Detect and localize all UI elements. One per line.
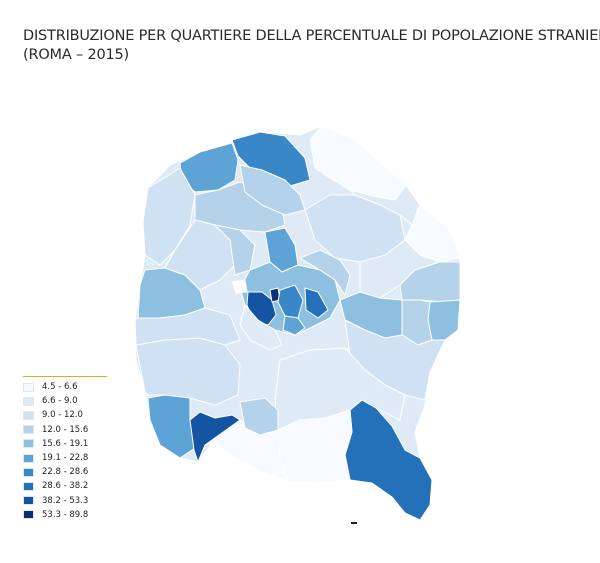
legend-item: 28.6 - 38.2	[23, 479, 113, 493]
map-region-north-top[interactable]	[231, 131, 311, 187]
legend-label: 22.8 - 28.6	[42, 467, 89, 478]
legend-swatch	[23, 439, 34, 449]
map-region-centre-hole[interactable]	[231, 279, 248, 294]
legend-label: 9.0 - 12.0	[42, 410, 83, 421]
map-region-west-outer[interactable]	[135, 337, 241, 406]
map-region-south-west-coast[interactable]	[147, 394, 196, 459]
legend-item: 38.2 - 53.3	[23, 494, 113, 508]
legend-swatch	[23, 453, 34, 463]
legend-swatch	[23, 481, 34, 491]
legend-label: 6.6 - 9.0	[42, 396, 78, 407]
map-region-ostia-west[interactable]	[189, 411, 241, 463]
legend-item: 22.8 - 28.6	[23, 465, 113, 479]
legend-swatch	[23, 396, 34, 406]
title-line-2: (ROMA – 2015)	[23, 47, 130, 63]
map-region-centre-sw[interactable]	[239, 304, 283, 351]
legend-item: 9.0 - 12.0	[23, 408, 113, 422]
map-region-north-west-inner[interactable]	[164, 219, 236, 291]
legend-swatch	[23, 425, 34, 435]
legend-label: 15.6 - 19.1	[42, 438, 89, 449]
map-region-south-central[interactable]	[274, 347, 406, 431]
legend-rule	[23, 376, 107, 377]
legend-label: 53.3 - 89.8	[42, 509, 89, 520]
map-region-centre-south[interactable]	[282, 315, 306, 336]
map-scale-mark	[351, 522, 357, 524]
map-title: DISTRIBUZIONE PER QUARTIERE DELLA PERCEN…	[23, 27, 600, 65]
legend-swatch	[23, 382, 34, 392]
legend-swatch	[23, 467, 34, 477]
legend-swatch	[23, 410, 34, 420]
map-region-centre-ring-2[interactable]	[299, 249, 351, 296]
legend-item: 19.1 - 22.8	[23, 451, 113, 465]
map-legend: 4.5 - 6.6 6.6 - 9.0 9.0 - 12.0 12.0 - 15.6 1…	[23, 376, 113, 522]
legend-label: 19.1 - 22.8	[42, 453, 89, 464]
map-region-centre-east[interactable]	[304, 287, 329, 319]
legend-item: 53.3 - 89.8	[23, 508, 113, 522]
legend-label: 38.2 - 53.3	[42, 495, 89, 506]
legend-item: 4.5 - 6.6	[23, 380, 113, 394]
legend-item: 6.6 - 9.0	[23, 394, 113, 408]
legend-swatch	[23, 510, 34, 520]
map-region-west-mid-2[interactable]	[134, 307, 241, 346]
title-line-1: DISTRIBUZIONE PER QUARTIERE DELLA PERCEN…	[23, 28, 600, 44]
map-region-far-east-2[interactable]	[427, 299, 461, 341]
map-region-south-centre-small[interactable]	[239, 397, 279, 436]
legend-item: 12.0 - 15.6	[23, 423, 113, 437]
legend-item: 15.6 - 19.1	[23, 437, 113, 451]
legend-label: 28.6 - 38.2	[42, 481, 89, 492]
legend-label: 4.5 - 6.6	[42, 382, 78, 393]
legend-label: 12.0 - 15.6	[42, 424, 89, 435]
legend-swatch	[23, 496, 34, 506]
